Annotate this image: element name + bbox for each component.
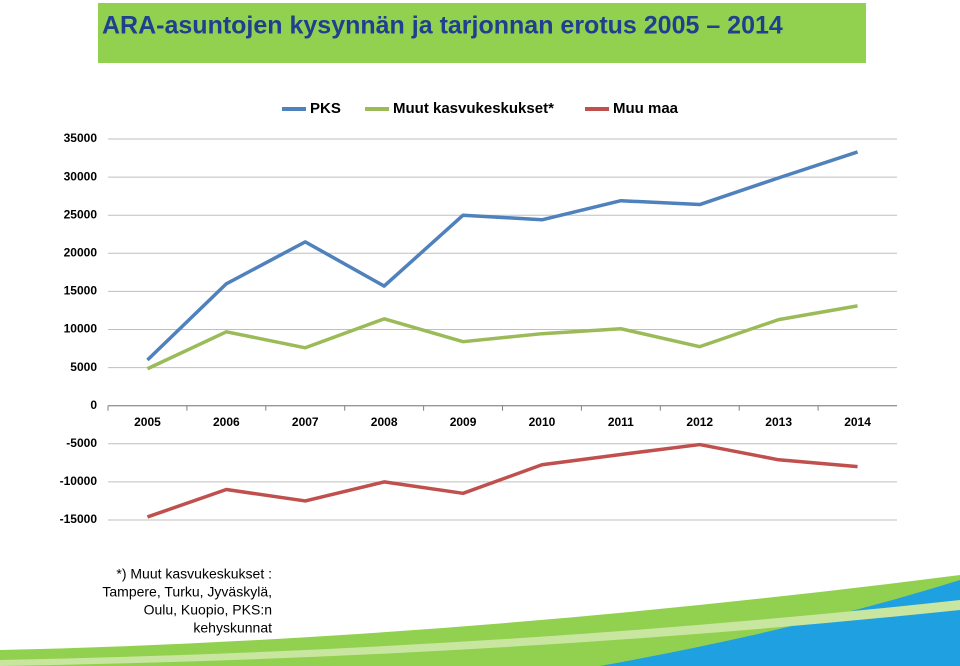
y-tick-label: 0 [90,398,97,412]
footnote-line: Tampere, Turku, Jyväskylä, [102,584,272,600]
x-tick-label: 2010 [529,415,556,429]
footnote-line: *) Muut kasvukeskukset : [116,566,272,582]
decor-blue [600,580,960,666]
x-tick-label: 2013 [765,415,792,429]
x-tick-label: 2014 [844,415,871,429]
y-tick-label: 10000 [64,322,98,336]
x-tick-label: 2005 [134,415,161,429]
y-tick-label: 15000 [64,284,98,298]
y-tick-label: -5000 [66,436,97,450]
series-line [146,304,858,371]
x-tick-label: 2011 [608,415,634,429]
footnote-line: kehyskunnat [193,620,272,636]
series-line [146,150,859,362]
y-tick-label: 30000 [64,169,98,183]
series-line [146,442,858,519]
y-tick-label: 35000 [64,131,98,145]
y-tick-label: -15000 [60,512,98,526]
y-tick-label: 20000 [64,245,98,259]
x-tick-label: 2006 [213,415,240,429]
x-tick-label: 2008 [371,415,398,429]
y-tick-label: -10000 [60,474,98,488]
chart-title: ARA-asuntojen kysynnän ja tarjonnan erot… [102,12,783,40]
x-tick-label: 2007 [292,415,319,429]
title-box [98,3,866,63]
y-tick-label: 5000 [70,360,97,374]
legend-label: Muut kasvukeskukset* [393,100,554,117]
footnote-line: Oulu, Kuopio, PKS:n [144,602,272,618]
y-tick-label: 25000 [64,207,98,221]
legend-label: Muu maa [613,100,679,117]
x-tick-label: 2009 [450,415,477,429]
legend-label: PKS [310,100,341,117]
decor-light [0,600,960,666]
x-tick-label: 2012 [686,415,713,429]
